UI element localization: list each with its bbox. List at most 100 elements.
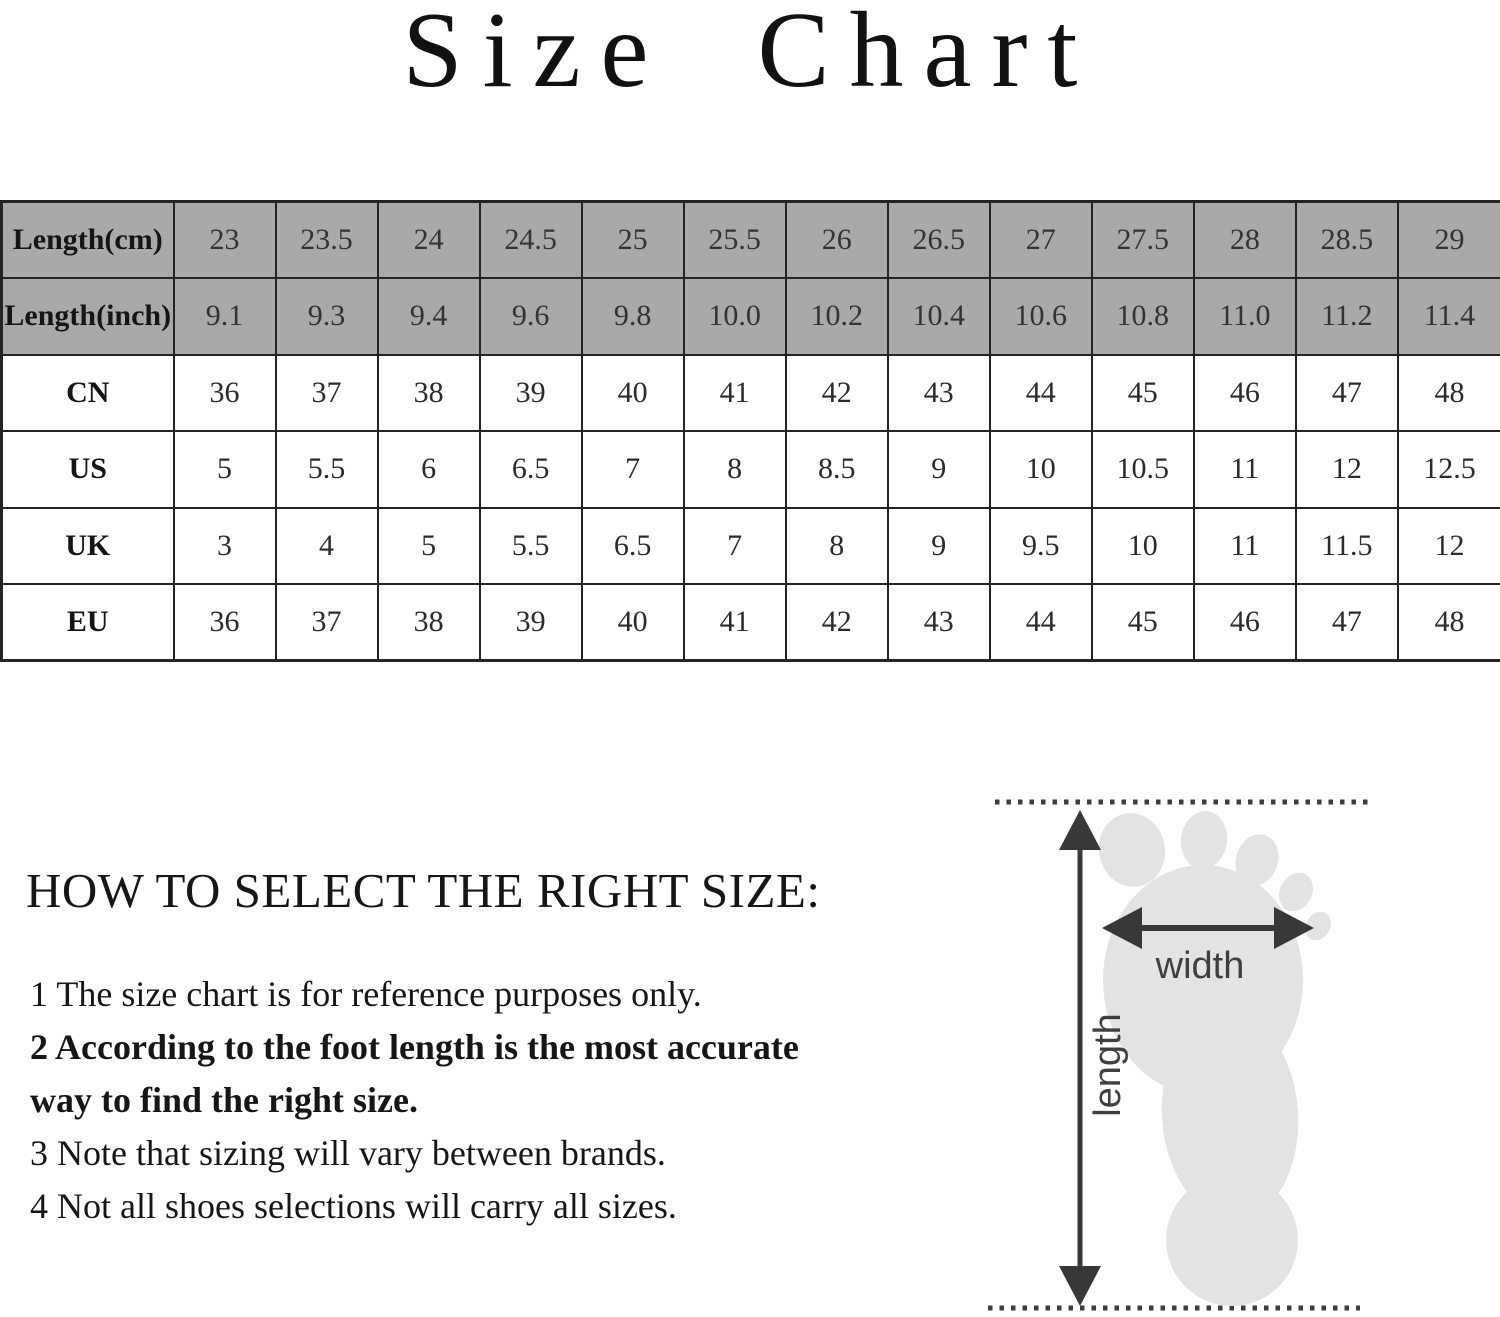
size-cell: 6 [376,430,481,509]
size-cell: 47 [1294,353,1399,432]
width-arrow [1102,907,1314,949]
size-cell: 37 [274,583,379,662]
size-cell: 6.5 [478,430,583,509]
size-cell: 9.8 [580,277,685,356]
size-cell: 9.5 [988,506,1093,585]
size-cell: 40 [580,353,685,432]
size-cell: 40 [580,583,685,662]
length-arrow [1059,810,1101,1306]
size-cell: 25 [580,200,685,279]
table-row-length-cm: Length(cm) 23 23.5 24 24.5 25 25.5 26 26… [0,200,1500,279]
row-label-us: US [0,430,175,509]
size-cell: 3 [172,506,277,585]
note-2: 2 According to the foot length is the mo… [30,1027,799,1120]
size-cell: 28 [1192,200,1297,279]
size-cell: 9 [886,506,991,585]
table-row-us: US 5 5.5 6 6.5 7 8 8.5 9 10 10.5 11 12 1… [0,430,1500,509]
size-cell: 10 [1090,506,1195,585]
size-cell: 23.5 [274,200,379,279]
size-cell: 46 [1192,353,1297,432]
size-cell: 10.0 [682,277,787,356]
size-cell: 12 [1396,506,1500,585]
size-cell: 11.4 [1396,277,1500,356]
size-cell: 7 [580,430,685,509]
size-cell: 10 [988,430,1093,509]
size-cell: 7 [682,506,787,585]
size-cell: 8 [682,430,787,509]
size-cell: 37 [274,353,379,432]
size-cell: 5.5 [274,430,379,509]
size-table: Length(cm) 23 23.5 24 24.5 25 25.5 26 26… [0,200,1500,662]
size-cell: 9.3 [274,277,379,356]
size-cell: 25.5 [682,200,787,279]
row-label-cn: CN [0,353,175,432]
size-cell: 27 [988,200,1093,279]
row-label-uk: UK [0,506,175,585]
size-cell: 12 [1294,430,1399,509]
size-cell: 38 [376,583,481,662]
size-cell: 11 [1192,430,1297,509]
size-cell: 5 [172,430,277,509]
size-cell: 26.5 [886,200,991,279]
size-cell: 44 [988,353,1093,432]
note-4: 4 Not all shoes selections will carry al… [30,1186,677,1226]
size-cell: 11.5 [1294,506,1399,585]
size-cell: 4 [274,506,379,585]
size-cell: 26 [784,200,889,279]
size-cell: 27.5 [1090,200,1195,279]
row-label-eu: EU [0,583,175,662]
size-cell: 10.5 [1090,430,1195,509]
size-cell: 5.5 [478,506,583,585]
size-cell: 9.1 [172,277,277,356]
size-cell: 45 [1090,583,1195,662]
table-row-length-inch: Length(inch) 9.1 9.3 9.4 9.6 9.8 10.0 10… [0,277,1500,356]
size-cell: 41 [682,353,787,432]
size-cell: 23 [172,200,277,279]
size-cell: 39 [478,583,583,662]
size-cell: 10.2 [784,277,889,356]
size-cell: 39 [478,353,583,432]
size-cell: 10.6 [988,277,1093,356]
size-cell: 36 [172,353,277,432]
size-cell: 43 [886,583,991,662]
size-cell: 8 [784,506,889,585]
footprint-icon [1098,811,1331,1306]
table-row-uk: UK 3 4 5 5.5 6.5 7 8 9 9.5 10 11 11.5 12 [0,506,1500,585]
size-cell: 45 [1090,353,1195,432]
size-cell: 29 [1396,200,1500,279]
size-cell: 24.5 [478,200,583,279]
size-cell: 43 [886,353,991,432]
table-row-cn: CN 36 37 38 39 40 41 42 43 44 45 46 47 4… [0,353,1500,432]
howto-heading: HOW TO SELECT THE RIGHT SIZE: [26,863,821,918]
size-cell: 38 [376,353,481,432]
howto-notes: 1 The size chart is for reference purpos… [30,968,830,1233]
size-cell: 24 [376,200,481,279]
foot-measure-diagram: width length [988,799,1368,1311]
size-cell: 8.5 [784,430,889,509]
size-cell: 9 [886,430,991,509]
size-cell: 48 [1396,353,1500,432]
size-cell: 11.0 [1192,277,1297,356]
size-cell: 5 [376,506,481,585]
row-label-length-inch: Length(inch) [0,277,175,356]
size-cell: 42 [784,353,889,432]
size-cell: 46 [1192,583,1297,662]
length-label: length [1087,1013,1129,1117]
size-cell: 41 [682,583,787,662]
size-cell: 36 [172,583,277,662]
size-cell: 48 [1396,583,1500,662]
size-cell: 9.6 [478,277,583,356]
page-title: Size Chart [402,0,1098,110]
size-cell: 6.5 [580,506,685,585]
size-cell: 11.2 [1294,277,1399,356]
size-cell: 42 [784,583,889,662]
width-label: width [1155,945,1245,987]
size-cell: 28.5 [1294,200,1399,279]
size-cell: 44 [988,583,1093,662]
size-cell: 11 [1192,506,1297,585]
note-1: 1 The size chart is for reference purpos… [30,974,702,1014]
row-label-length-cm: Length(cm) [0,200,175,279]
size-cell: 12.5 [1396,430,1500,509]
size-cell: 10.8 [1090,277,1195,356]
